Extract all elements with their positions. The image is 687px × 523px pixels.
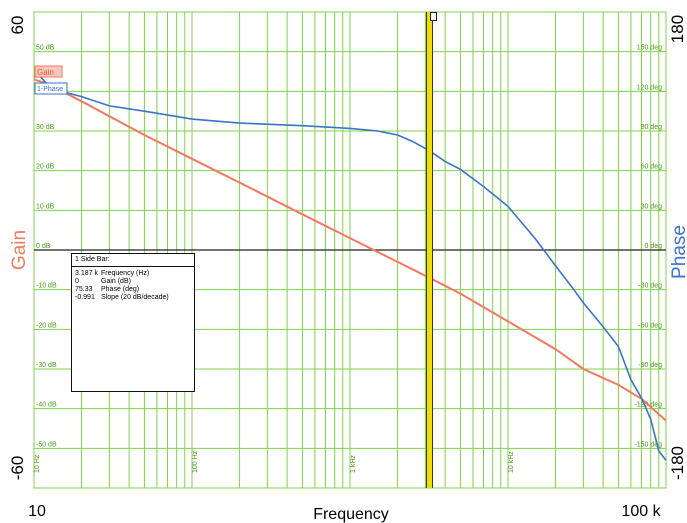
side-bar-rows: 3.187 k Frequency (Hz) 0 Gain (dB) 75.33… (72, 267, 194, 302)
y-left-grid-label: 30 dB (36, 124, 55, 131)
legend-gain-label: Gain (37, 68, 54, 77)
y-right-bottom-label: -180 (668, 446, 687, 480)
x-decade-label: 10 Hz (34, 454, 41, 473)
y-right-grid-label: 30 deg (641, 203, 663, 210)
side-bar-label: Gain (dB) (101, 278, 131, 285)
y-right-axis-label: Phase (669, 225, 687, 279)
y-right-grid-label: 150 deg (637, 45, 662, 52)
y-left-grid-label: -40 dB (36, 402, 57, 409)
x-tick-label-right: 100 k (621, 503, 661, 520)
y-left-grid-label: 20 dB (36, 164, 55, 171)
y-right-grid-label: -90 deg (638, 362, 662, 369)
y-left-axis-label: Gain (9, 230, 30, 270)
y-left-bottom-label: -60 (8, 456, 27, 481)
y-right-grid-label: 60 deg (641, 164, 663, 171)
y-left-grid-label: 50 dB (36, 45, 55, 52)
legend-gain-box (34, 65, 63, 78)
x-tick-label-left: 10 (28, 503, 46, 520)
side-bar-row-phase: 75.33 Phase (deg) (75, 286, 194, 294)
y-left-grid-label: 10 dB (36, 203, 55, 210)
y-right-grid-label: -30 deg (638, 283, 662, 290)
side-bar-row-frequency: 3.187 k Frequency (Hz) (75, 270, 194, 278)
x-decade-label: 100 Hz (192, 450, 199, 473)
side-bar-label: Slope (20 dB/decade) (101, 294, 169, 301)
side-bar-label: Phase (deg) (101, 286, 140, 293)
y-left-grid-label: -30 dB (36, 362, 57, 369)
cursor-line (426, 12, 433, 488)
legend: Gain 1-Phase (34, 65, 68, 95)
y-left-top-label: 60 (8, 16, 27, 35)
side-bar-value: 0 (75, 278, 79, 285)
y-right-top-label: 180 (668, 15, 687, 43)
side-bar-panel: 1 Side Bar: 3.187 k Frequency (Hz) 0 Gai… (71, 253, 195, 392)
x-axis-label: Frequency (313, 506, 389, 523)
y-right-grid-label: -60 deg (638, 322, 662, 329)
curves (33, 76, 667, 461)
axis-labels: 10 100 k Frequency 60 -60 Gain 180 -180 … (8, 15, 687, 523)
y-right-grid-label: -150 deg (634, 441, 662, 448)
y-left-grid-label: -20 dB (36, 322, 57, 329)
x-decade-label: 1 kHz (350, 455, 357, 473)
y-right-grid-label: 90 deg (641, 124, 663, 131)
side-bar-label: Frequency (Hz) (101, 270, 150, 277)
side-bar-value: 75.33 (75, 286, 93, 293)
y-left-grid-label: -10 dB (36, 283, 57, 290)
y-right-grid-label: 0 deg (644, 243, 662, 250)
y-left-grid-label: 0 dB (36, 243, 51, 250)
phase-curve (34, 76, 667, 461)
legend-phase-box (34, 82, 68, 95)
gain-curve (33, 78, 667, 422)
y-right-grid-label: 120 deg (637, 84, 662, 91)
side-bar-row-gain: 0 Gain (dB) (75, 278, 194, 286)
cursor-handle[interactable] (430, 12, 437, 21)
y-left-grid-label: -50 dB (36, 441, 57, 448)
side-bar-value: 3.187 k (75, 270, 98, 277)
grid (33, 11, 667, 489)
x-decade-label: 10 kHz (508, 451, 515, 473)
side-bar-row-slope: -0.991 Slope (20 dB/decade) (75, 294, 194, 302)
cursor (426, 12, 434, 488)
side-bar-value: -0.991 (75, 294, 95, 301)
side-bar-title: 1 Side Bar: (72, 254, 194, 267)
legend-phase-label: 1-Phase (37, 86, 63, 93)
